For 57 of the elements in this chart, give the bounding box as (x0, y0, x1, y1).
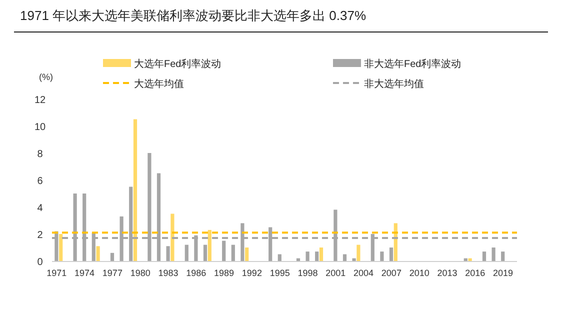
x-tick-label: 1989 (214, 268, 234, 278)
bar (203, 244, 208, 261)
bar (352, 258, 356, 261)
x-tick-label: 1995 (270, 268, 290, 278)
x-tick-label: 1983 (158, 268, 178, 278)
bar (296, 258, 300, 261)
y-tick-label: 6 (37, 176, 44, 187)
y-tick-label: 2 (37, 230, 44, 241)
x-tick-label: 1980 (130, 268, 150, 278)
bar (464, 258, 468, 261)
bar (389, 248, 394, 261)
legend-label: 大选年均值 (134, 78, 184, 90)
x-tick-label: 1977 (102, 268, 122, 278)
bar (482, 252, 486, 261)
bar (356, 244, 360, 261)
bar (342, 254, 347, 261)
y-tick-label: 0 (37, 257, 44, 268)
bar (166, 246, 170, 261)
x-tick-label: 1986 (186, 268, 206, 278)
bar (245, 248, 249, 261)
bar (278, 254, 282, 261)
x-tick-label: 2007 (381, 268, 402, 278)
x-tick-label: 2001 (326, 268, 346, 278)
x-tick-label: 1998 (298, 268, 318, 278)
x-tick-label: 1971 (46, 268, 67, 278)
x-tick-label: 2004 (354, 268, 374, 278)
x-tick-label: 2013 (437, 268, 458, 278)
bar (59, 234, 63, 261)
bar (208, 230, 212, 261)
bar (319, 248, 324, 261)
bar (501, 252, 505, 261)
bar (184, 244, 188, 261)
bar (492, 248, 496, 261)
x-tick-label: 1992 (242, 268, 262, 278)
legend-label: 非大选年均值 (364, 78, 424, 90)
y-tick-label: 8 (37, 149, 44, 160)
bar (468, 258, 472, 261)
y-axis-title: (%) (39, 72, 53, 82)
y-tick-label: 12 (34, 95, 46, 106)
bar (170, 214, 174, 261)
x-tick-label: 2016 (465, 268, 486, 278)
legend-label: 非大选年Fed利率波动 (364, 58, 462, 70)
chart-title: 1971 年以来大选年美联储利率波动要比非大选年多出 0.37% (20, 8, 366, 23)
y-tick-label: 10 (34, 122, 46, 133)
x-tick-label: 2010 (409, 268, 430, 278)
bar (133, 119, 138, 261)
x-tick-label: 1974 (74, 268, 95, 278)
bar (380, 252, 384, 261)
bar (110, 252, 114, 261)
bar (315, 252, 319, 261)
bar (231, 244, 235, 261)
bar (306, 252, 310, 261)
legend-label: 大选年Fed利率波动 (134, 58, 222, 70)
x-tick-label: 2019 (493, 268, 514, 278)
bar (96, 246, 100, 261)
bar (222, 240, 226, 261)
y-tick-label: 4 (37, 203, 44, 214)
